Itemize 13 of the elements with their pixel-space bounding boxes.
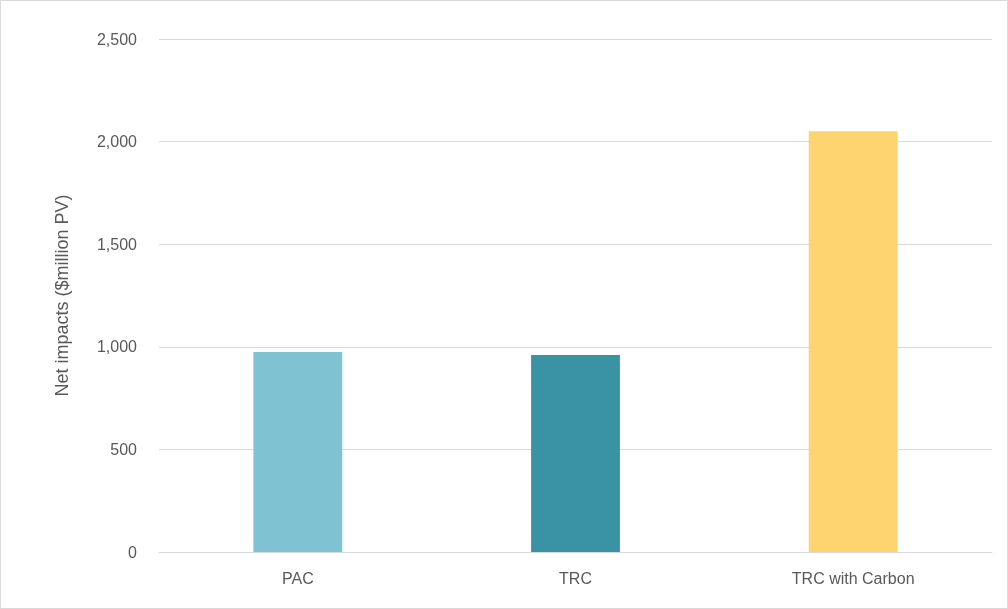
bar — [531, 355, 620, 552]
y-tick-label: 2,000 — [96, 133, 138, 151]
bar — [253, 351, 343, 552]
y-tick-label: 1,500 — [96, 235, 138, 253]
y-tick-label: 2,500 — [96, 30, 138, 48]
x-tick-label: TRC — [559, 569, 592, 587]
y-axis-title: Net impacts ($million PV) — [52, 194, 72, 397]
bar — [808, 131, 898, 552]
x-tick-label: TRC with Carbon — [791, 569, 915, 587]
y-tick-label: 500 — [110, 440, 138, 458]
y-tick-label: 0 — [128, 543, 138, 561]
y-tick-label: 1,000 — [96, 338, 138, 356]
x-tick-label: PAC — [281, 569, 314, 587]
